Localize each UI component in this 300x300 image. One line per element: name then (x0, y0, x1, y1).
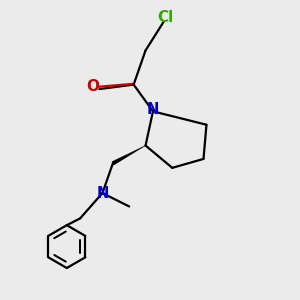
Text: N: N (96, 186, 109, 201)
Polygon shape (112, 146, 146, 165)
Text: O: O (86, 79, 99, 94)
Text: N: N (147, 102, 159, 117)
Text: Cl: Cl (158, 10, 174, 25)
